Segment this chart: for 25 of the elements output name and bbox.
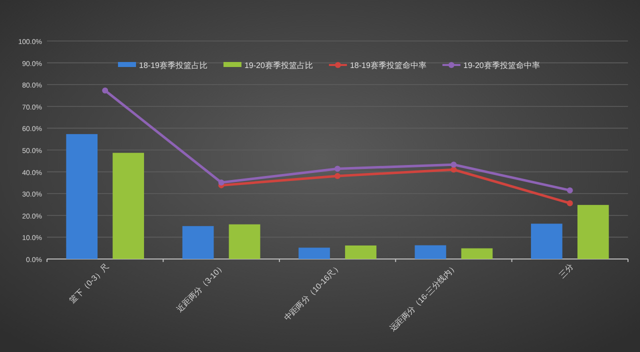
bar bbox=[182, 226, 214, 259]
bar bbox=[112, 152, 144, 259]
bar bbox=[530, 224, 562, 259]
legend-label: 18-19赛季投篮命中率 bbox=[350, 61, 426, 70]
point bbox=[450, 162, 457, 168]
x-tick-label: 三分 bbox=[558, 262, 576, 280]
legend-label: 18-19赛季投篮占比 bbox=[139, 61, 208, 70]
bar bbox=[298, 248, 330, 259]
point bbox=[566, 200, 573, 206]
point bbox=[566, 187, 573, 194]
point bbox=[334, 166, 340, 172]
point bbox=[334, 172, 340, 179]
point bbox=[102, 87, 108, 94]
bar bbox=[228, 224, 260, 259]
bar bbox=[577, 204, 609, 259]
bar bbox=[414, 245, 446, 259]
legend-label: 19-20赛季投篮命中率 bbox=[463, 61, 540, 70]
point bbox=[218, 179, 224, 186]
bar bbox=[345, 245, 376, 259]
x-tick-label: 远距两分（16-三分线内） bbox=[388, 262, 460, 334]
x-tick-label: 篮下（0-3）尺 bbox=[68, 262, 111, 305]
bar bbox=[66, 134, 98, 259]
point bbox=[450, 166, 457, 173]
legend-label: 19-20赛季投篮占比 bbox=[244, 61, 313, 70]
bar bbox=[461, 248, 493, 259]
